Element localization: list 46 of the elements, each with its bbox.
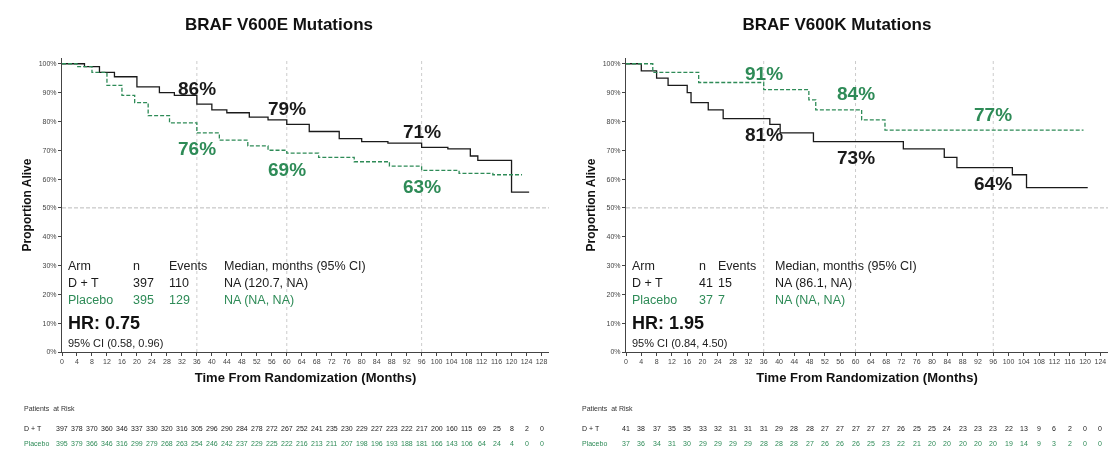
annotation: Median, months (95% CI) [775,259,917,273]
data-label: 63% [403,176,442,197]
data-label: 79% [268,98,307,119]
annotation: 397 [133,276,154,290]
annotation: NA (NA, NA) [224,293,295,307]
x-axis-title: Time From Randomization (Months) [194,370,417,385]
y-axis-title: Proportion Alive [583,158,598,252]
annotation: 129 [169,293,190,307]
data-label: 86% [178,78,217,99]
annotation: 37 [699,293,713,307]
annotation: 7 [718,293,725,307]
data-label: 71% [403,121,442,142]
annotation: 110 [169,276,189,290]
text: D + T [68,276,100,290]
data-label: 76% [178,138,217,159]
annotation: NA (86.1, NA) [775,276,853,290]
chart-title: BRAF V600E Mutations [185,15,373,35]
text: D + T [632,276,664,290]
data-label: 73% [837,147,876,168]
annotation: 395 [133,293,154,307]
annotation: HR: 1.95 [632,313,705,333]
x-axis-title: Time From Randomization (Months) [756,370,978,385]
data-label: 77% [974,104,1013,125]
y-axis-title: Proportion Alive [19,158,34,252]
text: Placebo [68,293,114,307]
data-label: 91% [745,63,784,84]
annotation: n [699,259,706,273]
annotation: NA (120.7, NA) [224,276,309,290]
chart-title: BRAF V600K Mutations [742,15,932,35]
data-label: 64% [974,173,1013,194]
annotation: Median, months (95% CI) [224,259,366,273]
text: Placebo [632,293,678,307]
annotation: Events [718,259,757,273]
annotation: NA (NA, NA) [775,293,846,307]
annotation: Events [169,259,208,273]
annotation: 41 [699,276,713,290]
data-label: 84% [837,83,876,104]
annotation: Arm [632,259,655,273]
annotation: 95% CI (0.84, 4.50) [632,337,728,349]
annotation: 95% CI (0.58, 0.96) [68,337,164,349]
annotation: Arm [68,259,91,273]
data-label: 69% [268,159,307,180]
annotation: n [133,259,140,273]
data-label: 81% [745,124,784,145]
annotation: 15 [718,276,732,290]
annotation: HR: 0.75 [68,313,141,333]
